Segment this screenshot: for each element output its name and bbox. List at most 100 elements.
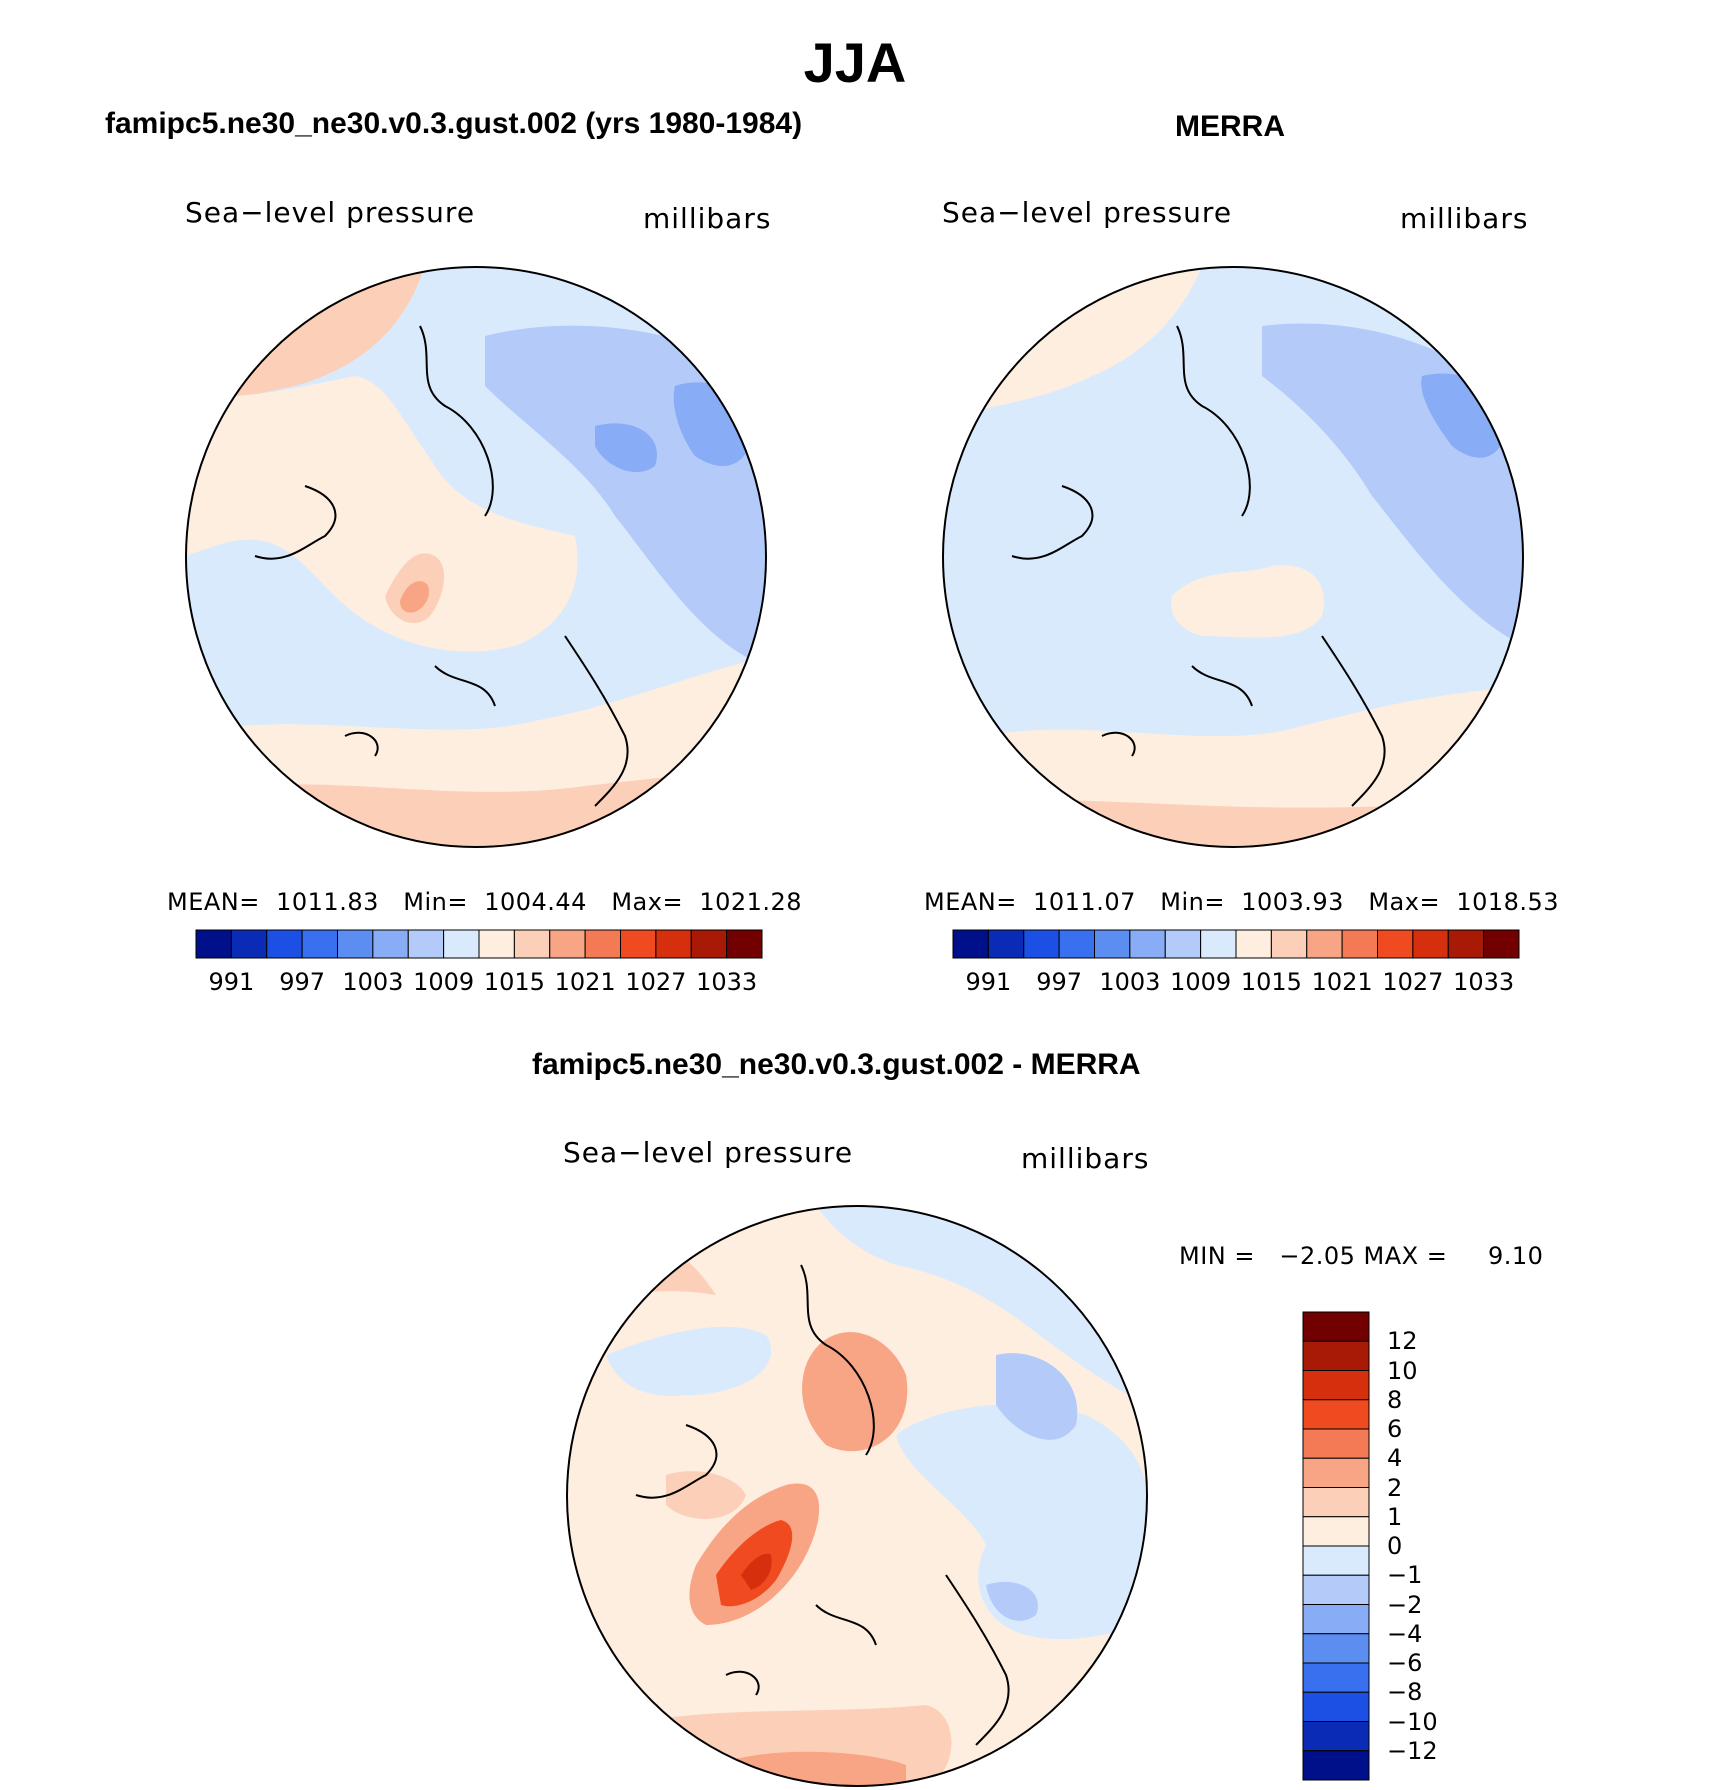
colorbar-swatch [407, 929, 445, 959]
colorbar-tick-label: 1027 [1382, 968, 1444, 996]
field-warm-canada [666, 1471, 746, 1519]
colorbar-tick-label: 997 [279, 968, 326, 996]
colorbar-swatch [1023, 929, 1060, 959]
colorbar-swatch [195, 929, 232, 959]
colorbar-swatch [1270, 929, 1308, 959]
colorbar-swatch [1302, 1311, 1370, 1342]
coastlines [254, 325, 629, 827]
colorbar-tick-label: −1 [1387, 1561, 1423, 1590]
colorbar-tick-label: 1003 [342, 968, 404, 996]
colorbar-swatch [513, 929, 551, 959]
colorbar-tick-label: −10 [1387, 1707, 1438, 1736]
obs-panel-title: MERRA [1175, 110, 1285, 143]
colorbar-tick-label: 2 [1387, 1473, 1403, 1502]
model-panel-title: famipc5.ne30_ne30.v0.3.gust.002 (yrs 198… [105, 107, 803, 140]
colorbar-tick-label: 1021 [554, 968, 616, 996]
model-colorbar-labels: 991 997 1003 1009 1015 1021 1027 1033 [196, 968, 762, 998]
colorbar-swatch [1302, 1340, 1370, 1371]
diff-colorbar [1302, 1311, 1370, 1781]
colorbar-swatch [1302, 1604, 1370, 1635]
colorbar-tick-label: 1 [1387, 1502, 1403, 1531]
diff-variable-label: Sea−level pressure [563, 1136, 854, 1169]
colorbar-swatch [1306, 929, 1343, 959]
colorbar-tick-label: 1009 [413, 968, 475, 996]
colorbar-tick-label: −6 [1387, 1649, 1423, 1677]
colorbar-swatch [620, 929, 657, 959]
colorbar-swatch [1302, 1428, 1370, 1459]
diff-units-label: millibars [1021, 1142, 1150, 1175]
model-variable-label: Sea−level pressure [185, 196, 476, 229]
colorbar-swatch [266, 929, 303, 959]
colorbar-swatch [1377, 929, 1414, 959]
colorbar-swatch [1302, 1574, 1370, 1605]
colorbar-tick-label: 1003 [1099, 968, 1161, 996]
field-neutral-arctic [1171, 565, 1324, 638]
colorbar-tick-label: 4 [1387, 1444, 1403, 1473]
colorbar-swatch [372, 929, 409, 959]
colorbar-swatch [584, 929, 621, 959]
colorbar-swatch [1412, 929, 1449, 959]
colorbar-tick-label: 1021 [1311, 968, 1373, 996]
map-boundary [942, 266, 1524, 848]
colorbar-tick-label: 1009 [1170, 968, 1232, 996]
field-cool-core-1 [996, 1353, 1078, 1440]
colorbar-swatch [1302, 1370, 1370, 1401]
model-stats: MEAN= 1011.83 Min= 1004.44 Max= 1021.28 [167, 888, 803, 916]
colorbar-swatch [1302, 1750, 1370, 1781]
colorbar-swatch [1302, 1721, 1370, 1752]
colorbar-tick-label: 1033 [1453, 968, 1515, 996]
colorbar-swatch [1094, 929, 1131, 959]
colorbar-swatch [1302, 1399, 1370, 1430]
obs-units-label: millibars [1400, 202, 1529, 235]
diff-polar-map [566, 1205, 1148, 1787]
model-polar-map [185, 266, 767, 848]
colorbar-swatch [337, 929, 374, 959]
colorbar-swatch [952, 929, 989, 959]
colorbar-tick-label: 997 [1036, 968, 1083, 996]
obs-stats: MEAN= 1011.07 Min= 1003.93 Max= 1018.53 [924, 888, 1560, 916]
diff-stats: MIN = −2.05 MAX = 9.10 [1179, 1242, 1544, 1270]
map-boundary [566, 1205, 1148, 1787]
model-colorbar [195, 929, 763, 959]
obs-colorbar [952, 929, 1520, 959]
field-cool-northwest [606, 1326, 772, 1396]
colorbar-tick-label: −12 [1387, 1736, 1438, 1765]
coastlines [1011, 325, 1386, 827]
diff-colorbar-labels: 12 10 8 6 4 2 1 0 −1 −2 −4 −6 −8 −10 −12 [1387, 1312, 1467, 1780]
colorbar-swatch [655, 929, 692, 959]
colorbar-swatch [230, 929, 268, 959]
colorbar-swatch [1341, 929, 1378, 959]
obs-polar-map [942, 266, 1524, 848]
colorbar-swatch [1302, 1691, 1370, 1722]
field-neutral-arctic [186, 376, 578, 652]
colorbar-swatch [987, 929, 1025, 959]
colorbar-swatch [690, 929, 728, 959]
field-greenland-core [400, 581, 430, 613]
colorbar-swatch [1235, 929, 1272, 959]
field-warm-arctic [802, 1332, 908, 1452]
colorbar-swatch [1058, 929, 1095, 959]
colorbar-swatch [1302, 1545, 1370, 1576]
obs-variable-label: Sea−level pressure [942, 196, 1233, 229]
colorbar-swatch [1447, 929, 1485, 959]
colorbar-tick-label: 6 [1387, 1415, 1403, 1443]
diff-panel-title: famipc5.ne30_ne30.v0.3.gust.002 - MERRA [532, 1048, 1141, 1081]
colorbar-swatch [478, 929, 515, 959]
figure-title: JJA [803, 31, 907, 94]
colorbar-swatch [1302, 1487, 1370, 1518]
colorbar-swatch [1302, 1457, 1370, 1488]
obs-colorbar-labels: 991 997 1003 1009 1015 1021 1027 1033 [953, 968, 1519, 998]
colorbar-tick-label: 1027 [625, 968, 687, 996]
field-cool-core-2 [986, 1581, 1038, 1621]
colorbar-tick-label: 1033 [696, 968, 758, 996]
field-cool-east [896, 1404, 1147, 1640]
coastlines [635, 1264, 1010, 1766]
colorbar-swatch [1302, 1633, 1370, 1664]
field-low-core-1 [595, 423, 657, 473]
colorbar-tick-label: −8 [1387, 1678, 1423, 1707]
colorbar-tick-label: 991 [965, 968, 1012, 996]
map-boundary [185, 266, 767, 848]
colorbar-swatch [1200, 929, 1237, 959]
colorbar-tick-label: −4 [1387, 1619, 1423, 1648]
colorbar-swatch [443, 929, 480, 959]
